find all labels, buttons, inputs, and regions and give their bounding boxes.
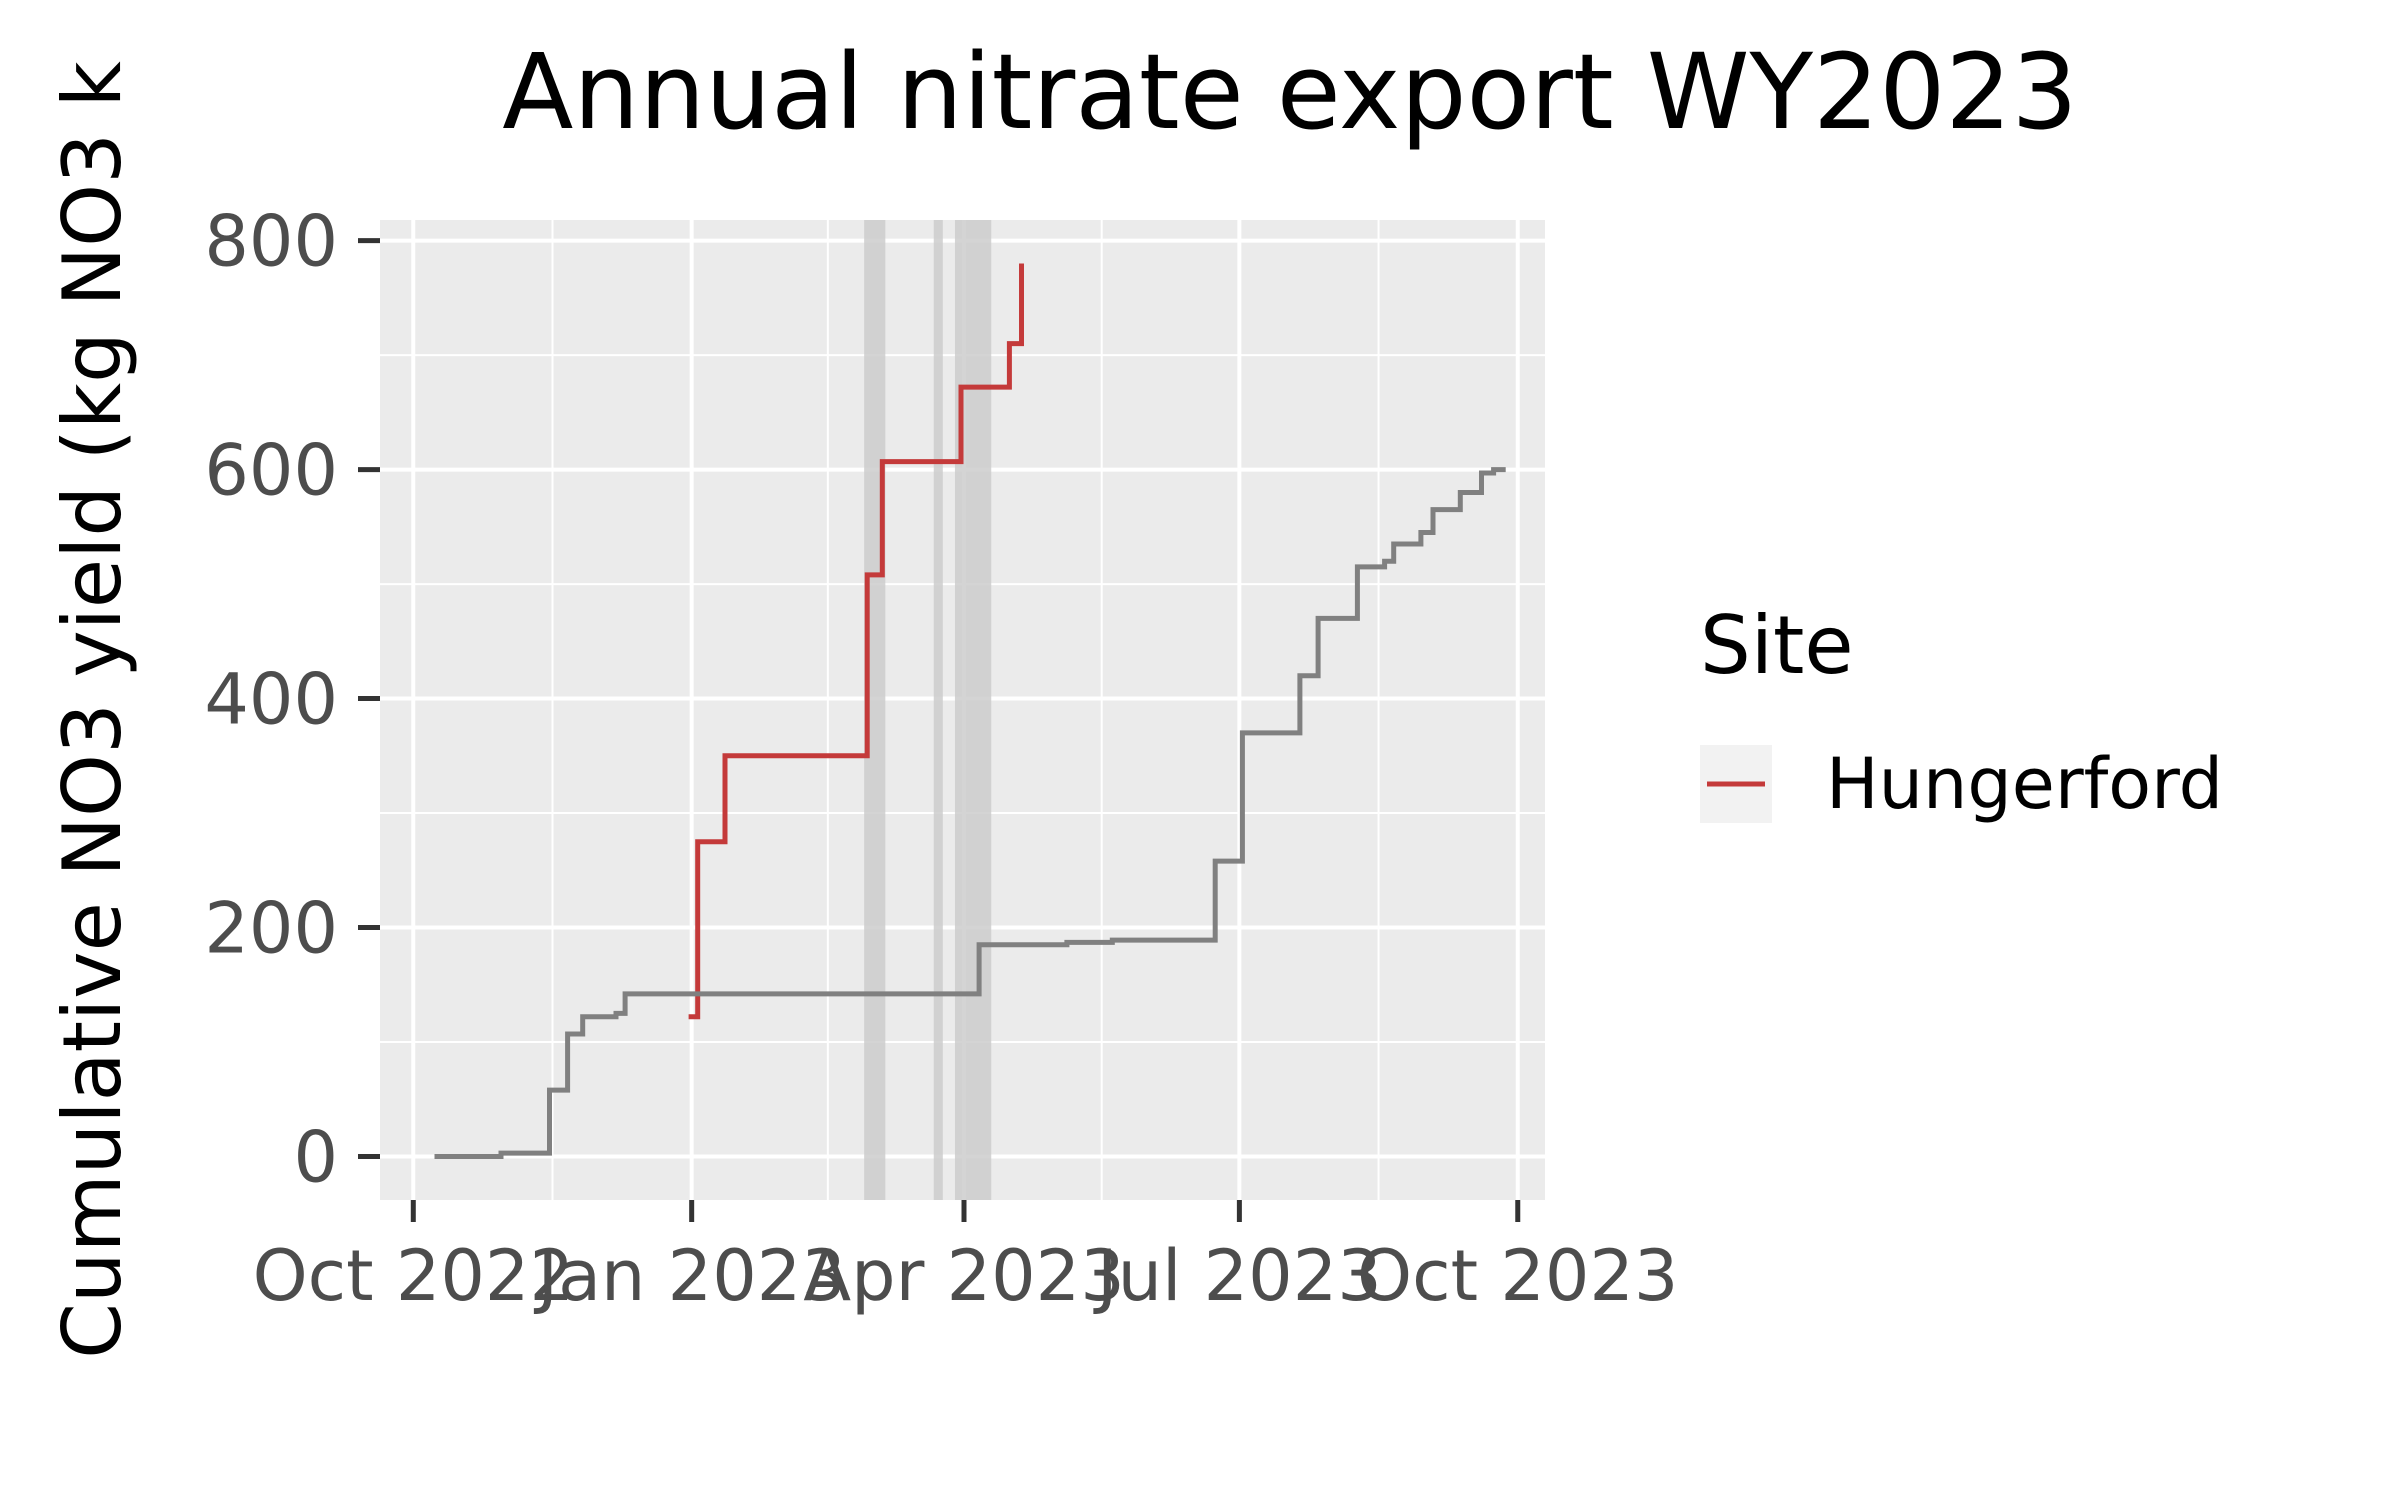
x-tick-label: Jul 2023 <box>1093 1235 1382 1317</box>
y-axis-label: Cumulative NO3 yield (kg NO3 k <box>46 61 139 1359</box>
legend: Site Hungerford <box>1700 599 2223 825</box>
shaded-period <box>933 220 943 1200</box>
y-axis: 0 200 400 600 800 <box>204 201 380 1198</box>
y-tick-label: 200 <box>204 888 338 970</box>
legend-label-hungerford: Hungerford <box>1826 743 2223 825</box>
legend-title: Site <box>1700 599 1854 692</box>
data-series <box>434 263 1506 1159</box>
x-tick-label: Oct 2022 <box>253 1235 574 1317</box>
y-tick-label: 0 <box>293 1116 338 1198</box>
y-tick-label: 600 <box>204 430 338 512</box>
y-tick-label: 400 <box>204 659 338 741</box>
x-tick-label: Jan 2023 <box>534 1235 846 1317</box>
chart-title: Annual nitrate export WY2023 <box>502 31 2077 153</box>
x-tick-label: Oct 2023 <box>1357 1235 1678 1317</box>
x-tick-label: Apr 2023 <box>803 1235 1125 1317</box>
shaded-period <box>954 220 992 1200</box>
series-line-hungerford <box>688 263 1024 1020</box>
series-line-gray <box>434 467 1506 1159</box>
y-tick-label: 800 <box>204 201 338 283</box>
